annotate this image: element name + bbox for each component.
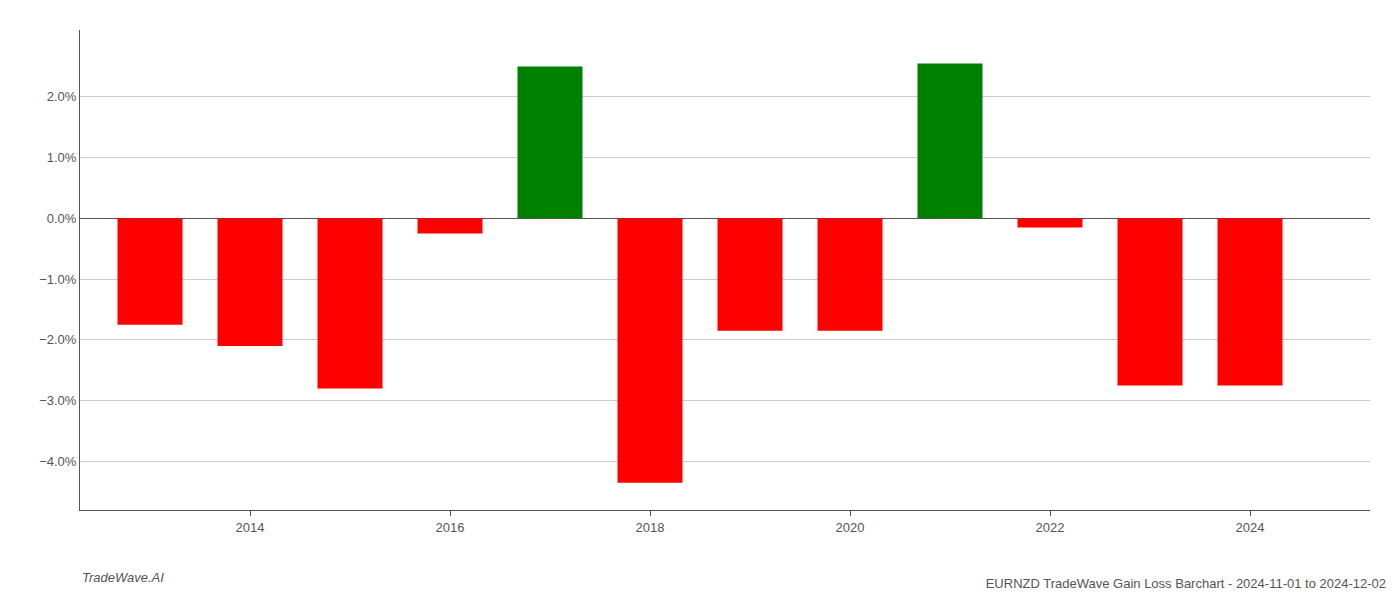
svg-text:2020: 2020	[836, 520, 865, 535]
svg-text:2016: 2016	[436, 520, 465, 535]
svg-text:2022: 2022	[1036, 520, 1065, 535]
svg-text:−4.0%: −4.0%	[39, 454, 77, 469]
svg-text:2018: 2018	[636, 520, 665, 535]
svg-text:−3.0%: −3.0%	[39, 393, 77, 408]
svg-text:EURNZD TradeWave Gain Loss Bar: EURNZD TradeWave Gain Loss Barchart - 20…	[986, 576, 1386, 591]
svg-text:TradeWave.AI: TradeWave.AI	[82, 570, 164, 585]
svg-text:2.0%: 2.0%	[47, 89, 77, 104]
svg-text:1.0%: 1.0%	[47, 150, 77, 165]
svg-text:0.0%: 0.0%	[47, 211, 77, 226]
svg-text:2014: 2014	[236, 520, 265, 535]
svg-text:2024: 2024	[1236, 520, 1265, 535]
svg-text:−1.0%: −1.0%	[39, 272, 77, 287]
svg-text:−2.0%: −2.0%	[39, 332, 77, 347]
